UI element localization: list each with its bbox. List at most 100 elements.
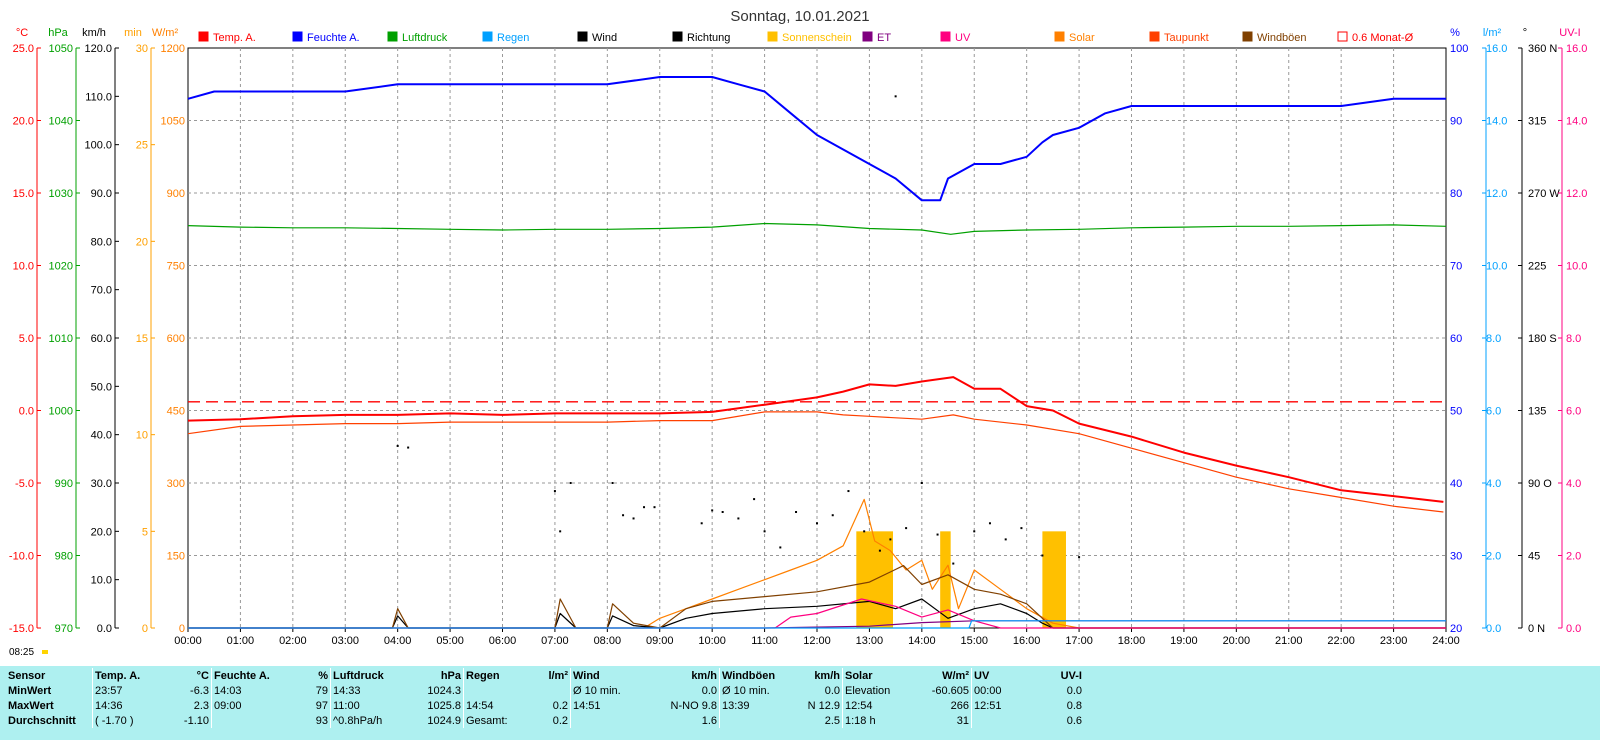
wind-direction-point [711,509,714,512]
statistics-cell: 31 [956,714,969,727]
x-tick-label: 10:00 [698,635,726,647]
x-tick-label: 23:00 [1380,635,1408,647]
x-tick-label: 03:00 [331,635,359,647]
statistics-cell: N 12.9 [807,699,840,712]
y-tick-label: 1030 [49,188,73,200]
y-tick-label: 50.0 [91,381,112,393]
statistics-cell: 11:00 [330,698,409,713]
y-tick-label: 25.0 [13,43,34,55]
y-tick-label: 110.0 [85,91,112,103]
statistics-row: MaxWert 14:36 2.3 09:00 97 11:00 1025.8 14:54 0.… [6,698,1084,713]
y-tick-label: 0 [179,623,185,635]
y-tick-label: 10.0 [91,575,112,587]
y-tick-label: 25 [136,140,148,152]
x-tick-label: 06:00 [489,635,517,647]
legend-swatch [940,31,951,42]
y-tick-label: 6.0 [1486,406,1501,418]
series-line-feuchte-a- [187,76,1446,202]
y-axis-unit-label: UV-I [1559,27,1580,39]
statistics-cell: 2.5 [824,714,840,727]
wind-direction-point [988,522,991,525]
statistics-cell: km/h [691,669,717,682]
sunrise-marker [42,650,48,654]
legend-label: UV [955,32,971,44]
x-tick-label: 24:00 [1432,635,1460,647]
wind-direction-point [643,506,646,509]
legend-label: Taupunkt [1164,32,1209,44]
y-tick-label: 1040 [49,116,73,128]
statistics-cell: 0.2 [552,714,568,727]
y-tick-label: 5 [142,526,148,538]
statistics-cell: 2.3 [193,699,209,712]
legend-label: Richtung [687,32,730,44]
wind-direction-point [632,517,635,520]
statistics-cell: Regen [463,668,526,683]
statistics-cell: Windböen [719,668,804,683]
statistics-cell: 93 [315,714,328,727]
legend-label: Feuchte A. [307,32,360,44]
series-line-temp-a- [187,376,1444,503]
y-tick-label: 70 [1450,261,1462,273]
y-tick-label: 70.0 [91,285,112,297]
legend-swatch [198,31,209,42]
statistics-cell: 00:00 [971,683,1050,698]
wind-direction-point [396,444,399,447]
wind-direction-point [779,546,782,549]
statistics-row: Durchschnitt ( -1.70 ) -1.10 93 ^0.8hPa/h 102… [6,713,1084,728]
legend-swatch [1149,31,1160,42]
y-tick-label: 60 [1450,333,1462,345]
y-tick-label: 0 N [1528,623,1545,635]
series-line-taupunkt [187,411,1444,513]
y-tick-label: 5.0 [19,333,34,345]
x-tick-label: 04:00 [384,635,412,647]
wind-direction-point [569,482,572,484]
wind-direction-point [700,522,703,525]
x-tick-label: 22:00 [1327,635,1355,647]
legend-label: Wind [592,32,617,44]
y-tick-label: 20.0 [91,526,112,538]
wind-direction-point [559,530,562,533]
statistics-cell: 23:57 [92,683,165,698]
y-axis-unit-label: min [124,27,142,39]
y-tick-label: 20 [1450,623,1462,635]
statistics-cell: -60.605 [931,684,969,697]
y-tick-label: 2.0 [1566,551,1581,563]
legend-item: Regen [482,31,529,44]
statistics-table: Sensor Temp. A. °C Feuchte A.% Luftdruck hPa R… [6,668,1084,728]
statistics-cell: Elevation [842,683,917,698]
statistics-cell: km/h [814,669,840,682]
y-axis-unit-label: hPa [48,27,68,39]
statistics-cell [463,683,526,698]
y-tick-label: -5.0 [15,478,34,490]
statistics-cell [570,713,653,728]
y-tick-label: 2.0 [1486,551,1501,563]
y-tick-label: 80.0 [91,236,112,248]
x-tick-label: 19:00 [1170,635,1198,647]
y-tick-label: 990 [55,478,73,490]
wind-direction-point [611,482,614,484]
legend-item: Sonnenschein [767,31,852,44]
wind-direction-point [795,511,798,513]
legend-item: 0.6 Monat-Ø [1337,31,1414,44]
y-tick-label: -10.0 [9,551,34,563]
y-tick-label: 20 [136,236,148,248]
y-tick-label: 100 [1450,43,1468,55]
legend-swatch [292,31,303,42]
x-tick-label: 16:00 [1013,635,1041,647]
y-tick-label: 90.0 [91,188,112,200]
y-tick-label: 8.0 [1486,333,1501,345]
statistics-cell: 0.0 [701,684,717,697]
wind-direction-point [920,482,923,484]
wind-direction-point [889,538,892,541]
wind-direction-point [753,498,756,501]
statistics-cell: Gesamt: [463,713,526,728]
wind-direction-point [847,490,850,493]
y-tick-label: 600 [167,333,185,345]
wind-direction-point [763,530,766,533]
y-tick-label: 100.0 [84,140,112,152]
y-tick-label: 1000 [49,406,73,418]
statistics-cell: Sensor [8,669,46,682]
statistics-cell [526,683,571,698]
series-line-luftdruck [187,222,1447,235]
y-tick-label: 30 [136,43,148,55]
